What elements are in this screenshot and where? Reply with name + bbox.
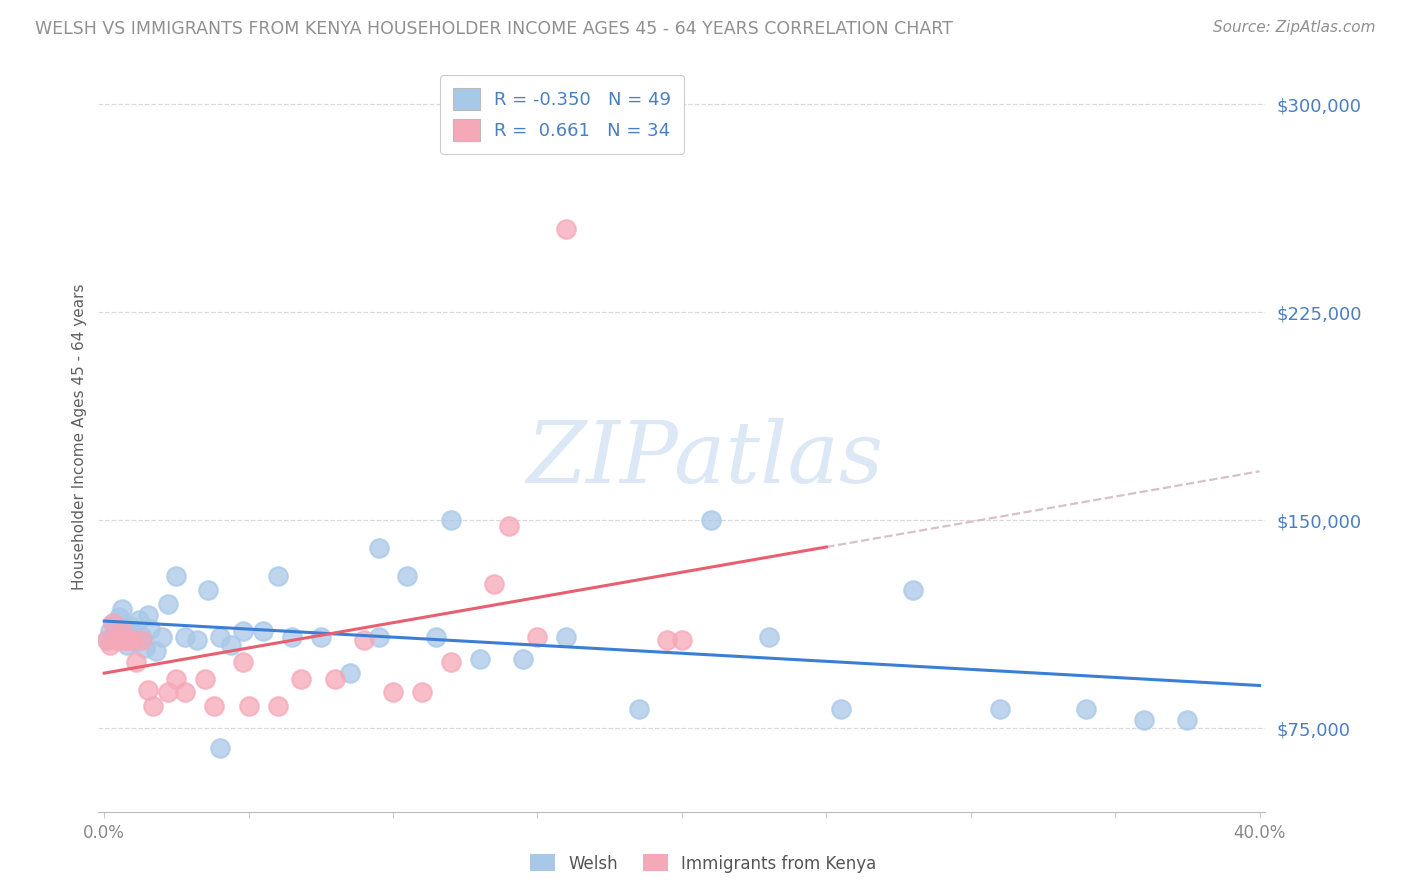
Point — [156, 685, 179, 699]
Point — [208, 740, 231, 755]
Point — [165, 672, 187, 686]
Point — [131, 632, 153, 647]
Point — [208, 630, 231, 644]
Point — [309, 630, 332, 644]
Point — [107, 610, 129, 624]
Point — [96, 632, 118, 647]
Point — [396, 569, 419, 583]
Point — [117, 638, 139, 652]
Point — [112, 624, 135, 639]
Point — [281, 630, 304, 644]
Point — [238, 699, 260, 714]
Point — [468, 652, 491, 666]
Point — [186, 632, 208, 647]
Point — [290, 672, 312, 686]
Point — [202, 699, 225, 714]
Y-axis label: Householder Income Ages 45 - 64 years: Householder Income Ages 45 - 64 years — [72, 284, 87, 591]
Point — [425, 630, 447, 644]
Point — [266, 569, 288, 583]
Point — [174, 630, 197, 644]
Point — [266, 699, 288, 714]
Text: WELSH VS IMMIGRANTS FROM KENYA HOUSEHOLDER INCOME AGES 45 - 64 YEARS CORRELATION: WELSH VS IMMIGRANTS FROM KENYA HOUSEHOLD… — [35, 20, 953, 37]
Point — [136, 607, 159, 622]
Point — [323, 672, 346, 686]
Point — [411, 685, 433, 699]
Point — [156, 597, 179, 611]
Point — [555, 222, 578, 236]
Point — [1177, 713, 1199, 727]
Point — [110, 602, 132, 616]
Point — [367, 541, 389, 555]
Point — [382, 685, 405, 699]
Point — [482, 577, 505, 591]
Point — [150, 630, 173, 644]
Point — [339, 665, 361, 680]
Point — [145, 644, 167, 658]
Text: ZIPatlas: ZIPatlas — [527, 418, 884, 501]
Point — [252, 624, 274, 639]
Point — [353, 632, 375, 647]
Point — [657, 632, 679, 647]
Point — [101, 615, 124, 630]
Point — [98, 638, 121, 652]
Point — [165, 569, 187, 583]
Point — [440, 513, 463, 527]
Point — [122, 627, 145, 641]
Point — [197, 582, 219, 597]
Point — [555, 630, 578, 644]
Point — [830, 702, 852, 716]
Point — [988, 702, 1011, 716]
Point — [700, 513, 723, 527]
Point — [98, 624, 121, 639]
Text: Source: ZipAtlas.com: Source: ZipAtlas.com — [1212, 20, 1375, 35]
Point — [1076, 702, 1098, 716]
Point — [117, 632, 139, 647]
Point — [104, 630, 127, 644]
Point — [901, 582, 924, 597]
Point — [367, 630, 389, 644]
Point — [107, 632, 129, 647]
Point — [498, 519, 520, 533]
Point — [758, 630, 780, 644]
Point — [110, 624, 132, 639]
Point — [194, 672, 217, 686]
Point — [112, 632, 135, 647]
Point — [139, 622, 162, 636]
Point — [128, 613, 150, 627]
Point — [134, 640, 156, 655]
Legend: R = -0.350   N = 49, R =  0.661   N = 34: R = -0.350 N = 49, R = 0.661 N = 34 — [440, 75, 683, 153]
Point — [174, 685, 197, 699]
Point — [120, 619, 142, 633]
Point — [101, 615, 124, 630]
Point — [512, 652, 534, 666]
Point — [122, 632, 145, 647]
Point — [232, 624, 254, 639]
Point — [221, 638, 243, 652]
Point — [96, 632, 118, 647]
Point — [131, 630, 153, 644]
Legend: Welsh, Immigrants from Kenya: Welsh, Immigrants from Kenya — [523, 847, 883, 880]
Point — [232, 655, 254, 669]
Point — [120, 632, 142, 647]
Point — [142, 699, 165, 714]
Point — [627, 702, 650, 716]
Point — [1133, 713, 1156, 727]
Point — [671, 632, 693, 647]
Point — [526, 630, 548, 644]
Point — [104, 632, 127, 647]
Point — [136, 682, 159, 697]
Point — [125, 635, 148, 649]
Point — [125, 655, 148, 669]
Point — [440, 655, 463, 669]
